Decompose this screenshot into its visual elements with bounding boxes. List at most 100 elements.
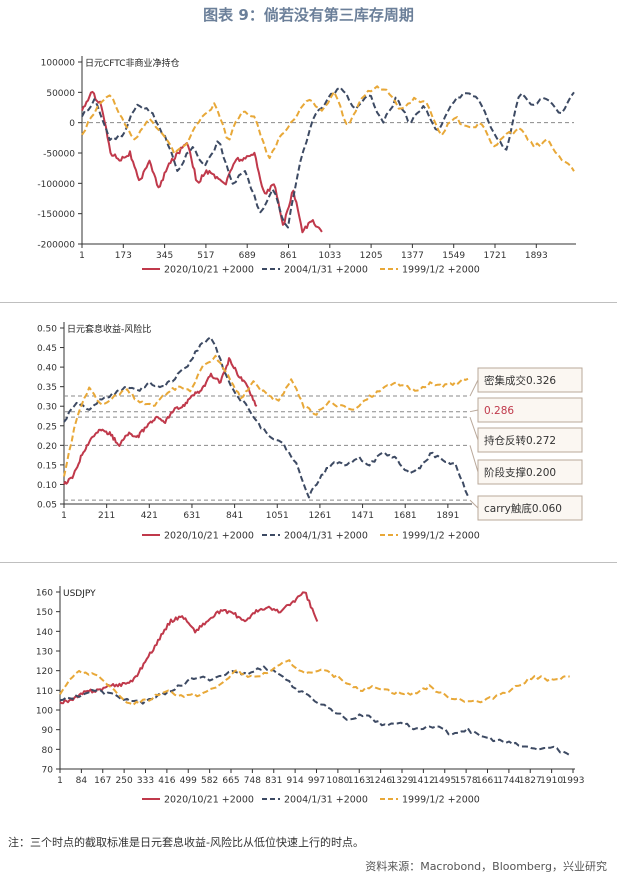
annotation-leader <box>469 445 479 473</box>
x-tick-label: 1205 <box>360 251 383 261</box>
x-tick-label: 1163 <box>348 776 371 786</box>
legend-label: 1999/1/2 +2000 <box>402 795 480 806</box>
y-tick-label: 0.05 <box>37 501 57 511</box>
x-tick-label: 1910 <box>540 776 563 786</box>
x-tick-label: 997 <box>308 776 325 786</box>
x-tick-label: 250 <box>116 776 133 786</box>
legend-label: 2004/1/31 +2000 <box>284 795 368 806</box>
x-tick-label: 1033 <box>318 251 341 261</box>
x-tick-label: 1471 <box>351 511 374 521</box>
x-tick-label: 1993 <box>562 776 585 786</box>
x-tick-label: 1412 <box>412 776 435 786</box>
annotation-box <box>477 427 583 453</box>
x-tick-label: 84 <box>76 776 88 786</box>
x-tick-label: 1549 <box>442 251 465 261</box>
x-tick-label: 1261 <box>308 511 331 521</box>
series-1999-line <box>59 659 570 706</box>
x-tick-label: 517 <box>197 251 214 261</box>
x-tick-label: 914 <box>287 776 304 786</box>
annotation-label: 0.286 <box>484 405 514 417</box>
annotation-leader <box>469 409 479 413</box>
series-2004-line <box>59 665 571 757</box>
y-tick-label: 100 <box>36 707 53 717</box>
panel-divider <box>0 302 617 303</box>
legend-label: 1999/1/2 +2000 <box>402 265 480 276</box>
y-tick-label: 110 <box>36 687 53 697</box>
legend-label: 1999/1/2 +2000 <box>402 531 480 542</box>
x-tick-label: 1 <box>61 511 67 521</box>
y-tick-label: 0.15 <box>37 461 57 471</box>
series-2004-line <box>81 86 575 229</box>
x-tick-label: 841 <box>226 511 243 521</box>
x-tick-label: 861 <box>280 251 297 261</box>
chart-title: 日元套息收益-风险比 <box>67 323 151 335</box>
x-tick-label: 1246 <box>369 776 392 786</box>
chart-title: USDJPY <box>63 589 96 599</box>
legend-label: 2020/10/21 +2000 <box>164 795 254 806</box>
x-tick-label: 1661 <box>476 776 499 786</box>
x-tick-label: 1051 <box>266 511 289 521</box>
annotation-box <box>477 397 583 423</box>
x-tick-label: 416 <box>158 776 175 786</box>
y-tick-label: 80 <box>42 746 54 756</box>
x-tick-label: 748 <box>244 776 261 786</box>
series-1999-line <box>63 354 469 477</box>
legend-label: 2020/10/21 +2000 <box>164 265 254 276</box>
annotation-label: carry触底0.060 <box>484 502 562 515</box>
figure-source: 资料来源：Macrobond，Bloomberg，兴业研究 <box>365 860 607 873</box>
annotation-leader <box>469 417 479 441</box>
y-tick-label: 0 <box>69 119 75 129</box>
x-tick-label: 211 <box>98 511 115 521</box>
y-tick-label: -50000 <box>43 150 75 160</box>
x-tick-label: 665 <box>222 776 239 786</box>
y-tick-label: 120 <box>36 667 53 677</box>
y-tick-label: 100000 <box>41 59 76 69</box>
figure-title: 图表 9：倘若没有第三库存周期 <box>203 6 414 24</box>
annotation-label: 密集成交0.326 <box>484 374 556 387</box>
carry-ratio-chart: 0.50 0.45 0.40 0.35 0.30 0.25 0.20 0.15 0.10 0.05… <box>37 322 583 542</box>
y-tick-label: 160 <box>36 589 53 599</box>
series-2020-line <box>59 591 319 705</box>
annotation-leader <box>469 499 479 509</box>
x-tick-label: 1891 <box>436 511 459 521</box>
x-tick-label: 421 <box>141 511 158 521</box>
x-tick-label: 1744 <box>497 776 520 786</box>
series-1999-line <box>81 85 575 172</box>
x-tick-label: 831 <box>265 776 282 786</box>
chart-title: 日元CFTC非商业净持仓 <box>85 57 180 69</box>
annotation-box <box>477 495 583 521</box>
x-tick-label: 1329 <box>391 776 414 786</box>
annotation-label: 持仓反转0.272 <box>484 434 556 447</box>
series-2004-line <box>63 336 469 499</box>
x-tick-label: 1377 <box>401 251 424 261</box>
series-2020-line <box>81 90 323 234</box>
x-tick-label: 1 <box>79 251 85 261</box>
y-tick-label: -150000 <box>37 210 75 220</box>
x-tick-label: 173 <box>115 251 132 261</box>
y-tick-label: 0.30 <box>37 403 57 413</box>
y-tick-label: 0.40 <box>37 364 57 374</box>
annotation-box <box>477 459 583 485</box>
x-tick-label: 1080 <box>326 776 349 786</box>
y-tick-label: -100000 <box>37 180 75 190</box>
y-tick-label: 0.25 <box>37 422 57 432</box>
legend-label: 2004/1/31 +2000 <box>284 265 368 276</box>
x-tick-label: 345 <box>156 251 173 261</box>
cftc-position-chart: 100000 50000 0 -50000 -100000 -150000 -200000 1… <box>37 56 576 276</box>
annotation-box <box>477 367 583 393</box>
y-tick-label: 0.10 <box>37 481 57 491</box>
x-tick-label: 582 <box>201 776 218 786</box>
y-tick-label: 140 <box>36 628 53 638</box>
y-tick-label: 90 <box>42 726 54 736</box>
annotation-leader <box>469 379 479 397</box>
x-tick-label: 631 <box>183 511 200 521</box>
y-tick-label: 0.20 <box>37 442 57 452</box>
legend-label: 2004/1/31 +2000 <box>284 531 368 542</box>
panel-divider <box>0 562 617 563</box>
y-tick-label: 0.45 <box>37 344 57 354</box>
annotation-label: 阶段支撑0.200 <box>484 466 556 479</box>
legend-label: 2020/10/21 +2000 <box>164 531 254 542</box>
x-tick-label: 499 <box>180 776 197 786</box>
x-tick-label: 1827 <box>519 776 542 786</box>
x-tick-label: 1681 <box>394 511 417 521</box>
